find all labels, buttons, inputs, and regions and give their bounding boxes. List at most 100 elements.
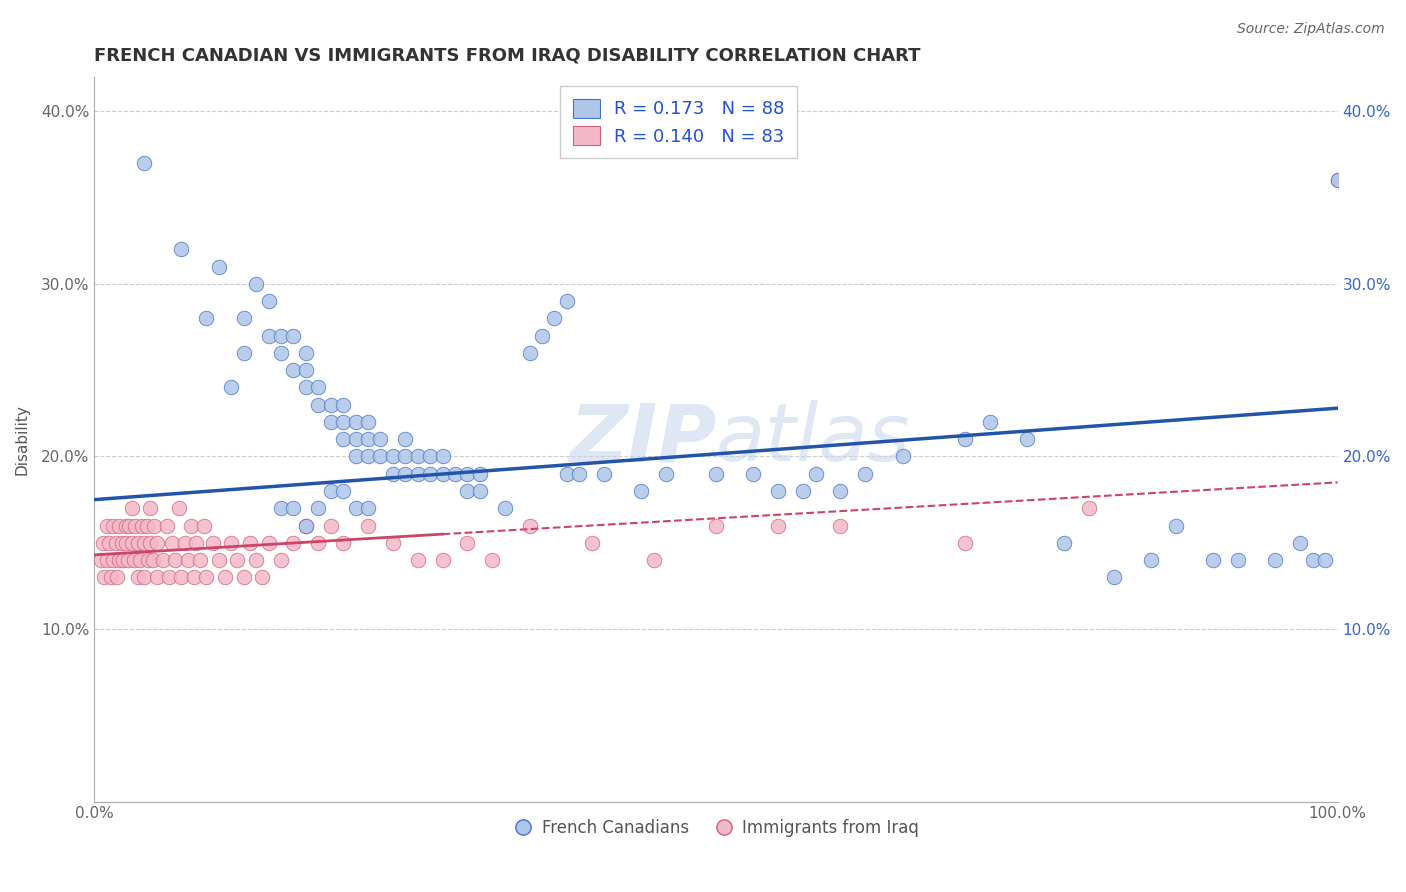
Point [319, 415, 342, 429]
Point [239, 535, 262, 549]
Point [90, 553, 112, 567]
Point [332, 415, 354, 429]
Point [157, 570, 180, 584]
Point [270, 553, 292, 567]
Point [139, 501, 162, 516]
Point [357, 501, 380, 516]
Point [444, 467, 467, 481]
Point [1202, 553, 1225, 567]
Point [155, 518, 177, 533]
Point [830, 483, 852, 498]
Point [419, 467, 441, 481]
Point [219, 380, 242, 394]
Point [131, 518, 153, 533]
Point [394, 467, 416, 481]
Point [177, 553, 200, 567]
Point [111, 535, 134, 549]
Point [201, 535, 224, 549]
Point [468, 467, 491, 481]
Point [232, 570, 254, 584]
Point [555, 294, 578, 309]
Point [530, 328, 553, 343]
Point [381, 450, 404, 464]
Point [381, 467, 404, 481]
Point [186, 535, 208, 549]
Point [208, 260, 231, 274]
Point [432, 467, 454, 481]
Point [101, 518, 124, 533]
Point [1102, 570, 1125, 584]
Point [96, 553, 118, 567]
Point [142, 553, 165, 567]
Point [232, 346, 254, 360]
Point [167, 501, 190, 516]
Point [643, 553, 665, 567]
Point [1078, 501, 1101, 516]
Point [406, 467, 429, 481]
Point [283, 363, 305, 377]
Point [283, 501, 305, 516]
Point [283, 535, 305, 549]
Point [381, 535, 404, 549]
Point [307, 535, 329, 549]
Point [104, 535, 127, 549]
Point [270, 328, 292, 343]
Point [136, 553, 159, 567]
Point [98, 535, 121, 549]
Point [232, 311, 254, 326]
Point [494, 501, 516, 516]
Point [245, 553, 267, 567]
Point [1264, 553, 1286, 567]
Point [1140, 553, 1163, 567]
Point [319, 398, 342, 412]
Point [891, 450, 914, 464]
Point [112, 553, 135, 567]
Point [252, 570, 274, 584]
Point [519, 346, 541, 360]
Point [704, 467, 727, 481]
Point [519, 518, 541, 533]
Point [307, 398, 329, 412]
Point [419, 450, 441, 464]
Point [283, 328, 305, 343]
Point [319, 483, 342, 498]
Point [630, 483, 652, 498]
Point [108, 553, 131, 567]
Point [1289, 535, 1312, 549]
Point [105, 570, 128, 584]
Point [370, 450, 392, 464]
Point [219, 535, 242, 549]
Point [1315, 553, 1337, 567]
Point [953, 432, 976, 446]
Point [766, 518, 789, 533]
Point [332, 535, 354, 549]
Text: FRENCH CANADIAN VS IMMIGRANTS FROM IRAQ DISABILITY CORRELATION CHART: FRENCH CANADIAN VS IMMIGRANTS FROM IRAQ … [94, 46, 921, 64]
Point [319, 518, 342, 533]
Point [1302, 553, 1324, 567]
Point [270, 346, 292, 360]
Point [170, 570, 193, 584]
Point [114, 535, 136, 549]
Point [226, 553, 249, 567]
Point [456, 467, 478, 481]
Point [195, 311, 218, 326]
Point [101, 553, 124, 567]
Point [568, 467, 591, 481]
Y-axis label: Disability: Disability [15, 404, 30, 475]
Point [1164, 518, 1187, 533]
Point [257, 535, 280, 549]
Point [307, 501, 329, 516]
Point [295, 518, 318, 533]
Point [270, 501, 292, 516]
Point [122, 553, 145, 567]
Point [1227, 553, 1250, 567]
Point [394, 432, 416, 446]
Point [188, 553, 211, 567]
Point [357, 450, 380, 464]
Point [145, 535, 167, 549]
Point [121, 501, 143, 516]
Point [853, 467, 876, 481]
Point [152, 553, 174, 567]
Point [394, 450, 416, 464]
Point [655, 467, 678, 481]
